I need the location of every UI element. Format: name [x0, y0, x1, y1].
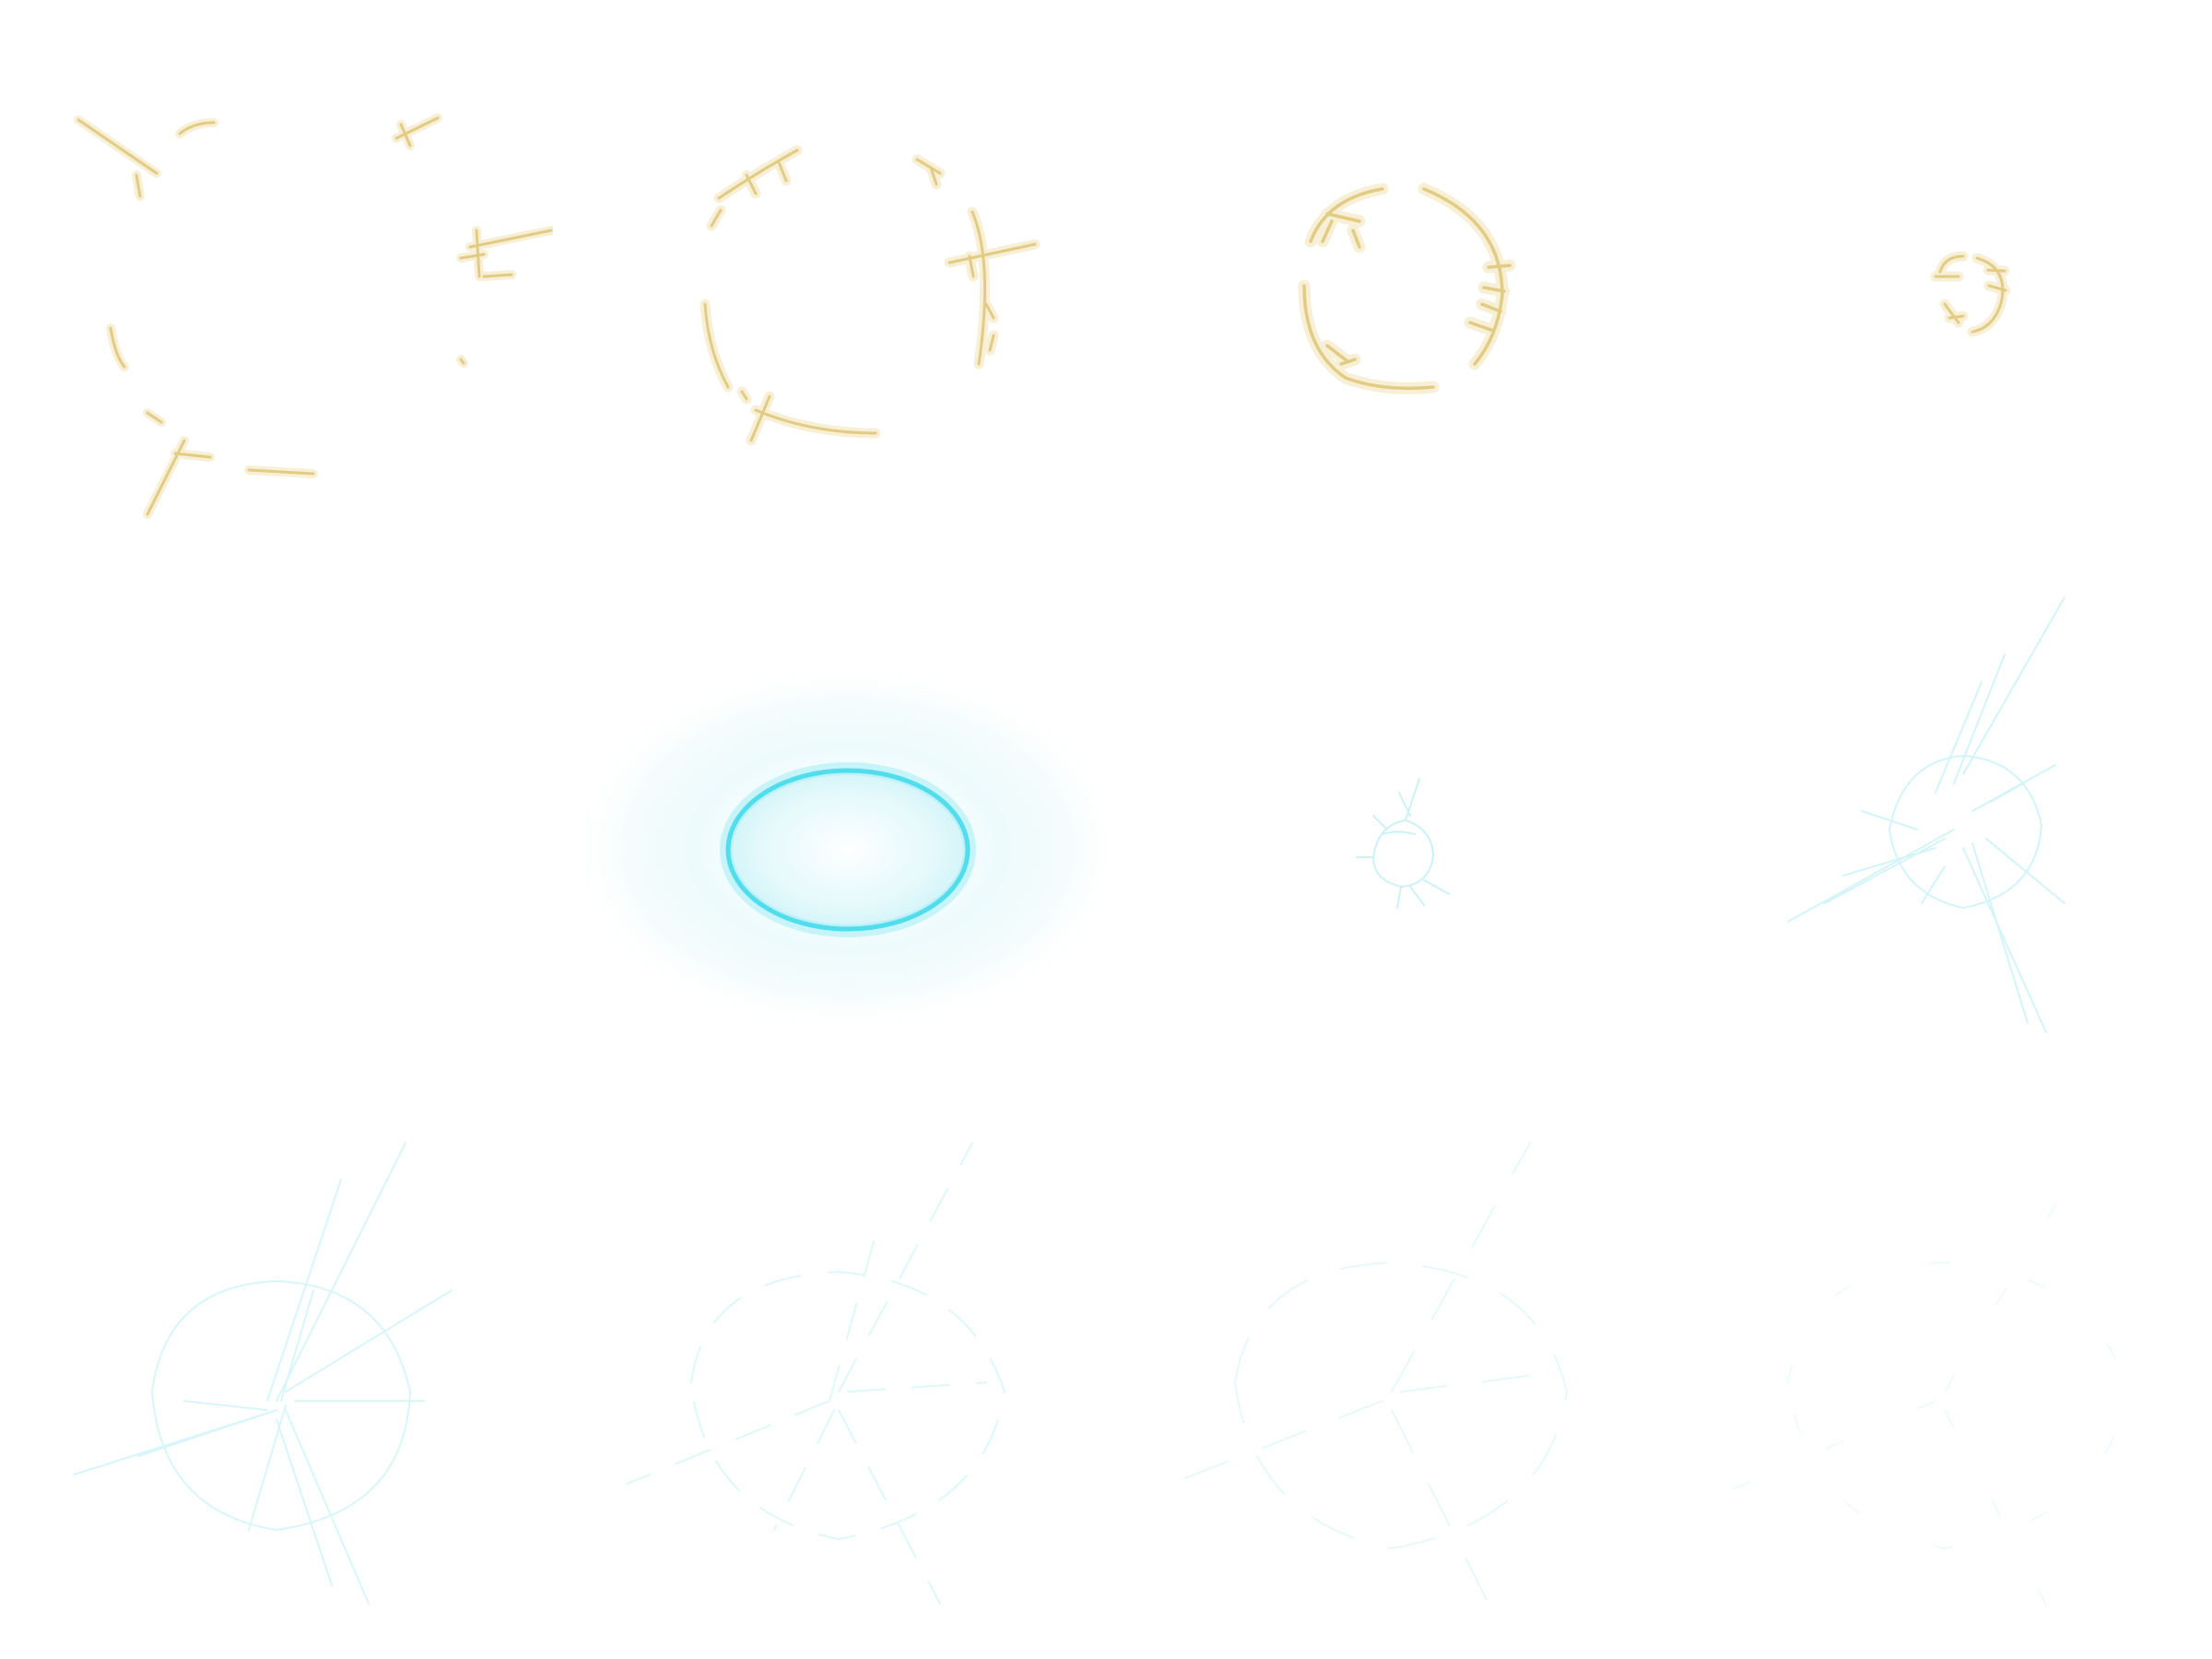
cyan-spike-burst-frame-graphic: [1787, 596, 2065, 1033]
empty-frame: [0, 553, 553, 1106]
cyan-fading-burst-frame-1: [0, 1106, 553, 1659]
gold-ring-frame-4-graphic: [1930, 251, 2011, 337]
cyan-fading-burst-frame-3-graphic: [1170, 1142, 1569, 1614]
cyan-fading-burst-frame-3: [1106, 1106, 1659, 1659]
cyan-fading-burst-frame-4: [1659, 1106, 2212, 1659]
cyan-small-burst-frame: [1106, 553, 1659, 1106]
gold-ring-frame-3-graphic: [1298, 182, 1516, 394]
gold-ring-frame-3: [1106, 0, 1659, 553]
gold-ring-frame-4: [1659, 0, 2212, 553]
gold-ring-frame-2-graphic: [700, 145, 1041, 446]
cyan-spike-burst-frame: [1659, 553, 2212, 1106]
cyan-glow-ellipse-frame: [553, 553, 1106, 1106]
cyan-fading-burst-frame-2: [553, 1106, 1106, 1659]
cyan-fading-burst-frame-1-graphic: [73, 1142, 453, 1605]
cyan-small-burst-frame-graphic: [1356, 778, 1450, 909]
gold-ring-frame-1: [0, 0, 553, 553]
cyan-glow-ellipse-frame-graphic: [571, 664, 1106, 1032]
gold-ring-frame-1-graphic: [74, 113, 553, 519]
cyan-fading-burst-frame-4-graphic: [1723, 1142, 2131, 1623]
gold-ring-frame-2: [553, 0, 1106, 553]
cyan-fading-burst-frame-2-graphic: [626, 1142, 1006, 1605]
